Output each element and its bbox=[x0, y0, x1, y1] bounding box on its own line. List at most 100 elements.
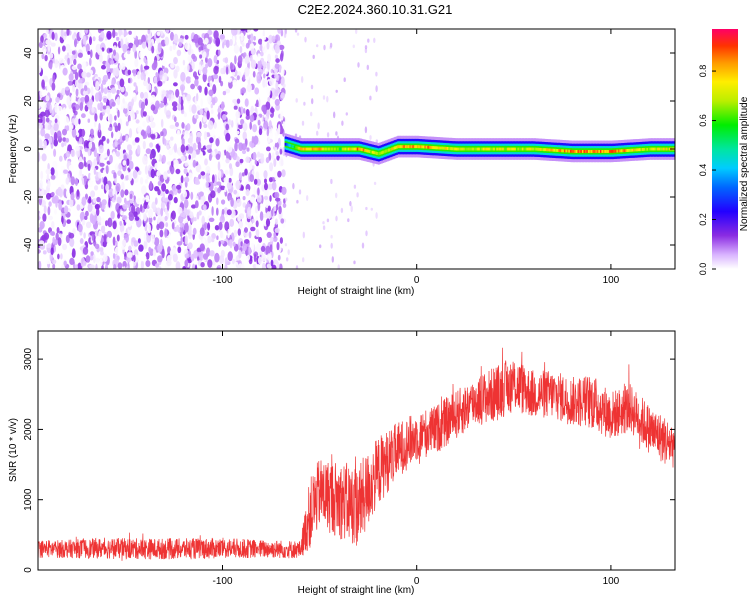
heatmap-cell bbox=[101, 184, 104, 190]
heatmap-cell bbox=[156, 31, 161, 37]
heatmap-cell bbox=[427, 145, 430, 149]
heatmap-cell bbox=[164, 164, 170, 171]
heatmap-cell bbox=[53, 148, 57, 157]
heatmap-cell bbox=[61, 142, 65, 148]
heatmap-cell bbox=[234, 130, 240, 135]
heatmap-cell bbox=[70, 176, 76, 186]
heatmap-cell bbox=[242, 74, 246, 81]
heatmap-cell bbox=[134, 58, 139, 68]
heatmap-cell bbox=[322, 221, 325, 225]
heatmap-cell bbox=[311, 147, 314, 151]
heatmap-cell bbox=[409, 145, 412, 149]
heatmap-cell bbox=[238, 249, 242, 259]
heatmap-cell bbox=[241, 172, 245, 177]
heatmap-cell bbox=[193, 217, 197, 222]
heatmap-cell bbox=[100, 217, 105, 227]
heatmap-cell bbox=[41, 79, 45, 89]
heatmap-cell bbox=[199, 54, 203, 59]
heatmap-cell bbox=[241, 149, 247, 155]
heatmap-cell bbox=[189, 132, 194, 142]
heatmap-cell bbox=[168, 89, 172, 95]
heatmap-cell bbox=[120, 189, 125, 198]
heatmap-cell bbox=[302, 231, 305, 239]
heatmap-cell bbox=[212, 74, 219, 80]
heatmap-cell bbox=[62, 67, 68, 76]
heatmap-cell bbox=[222, 114, 227, 121]
heatmap-cell bbox=[71, 50, 76, 55]
heatmap-cell bbox=[187, 159, 192, 169]
heatmap-cell bbox=[284, 243, 288, 247]
heatmap-cell bbox=[267, 205, 271, 212]
heatmap-cell bbox=[220, 185, 226, 191]
heatmap-cell bbox=[265, 157, 270, 164]
x-tick-label: 0 bbox=[414, 275, 420, 286]
heatmap-cell bbox=[210, 109, 214, 115]
heatmap-cell bbox=[226, 150, 230, 161]
heatmap-cell bbox=[90, 86, 94, 97]
heatmap-cell bbox=[38, 227, 43, 233]
heatmap-cell bbox=[375, 212, 378, 219]
heatmap-cell bbox=[273, 206, 277, 212]
heatmap-cell bbox=[533, 147, 536, 151]
heatmap-cell bbox=[431, 146, 434, 149]
heatmap-cell bbox=[90, 251, 94, 256]
heatmap-cell bbox=[256, 75, 262, 84]
heatmap-cell bbox=[176, 49, 182, 57]
heatmap-cell bbox=[509, 147, 512, 151]
heatmap-cell bbox=[172, 43, 176, 51]
heatmap-cell bbox=[264, 78, 268, 88]
heatmap-cell bbox=[166, 259, 172, 267]
heatmap-cell bbox=[275, 58, 280, 63]
heatmap-cell bbox=[62, 45, 66, 52]
heatmap-cell bbox=[134, 216, 140, 221]
heatmap-cell bbox=[369, 135, 372, 140]
heatmap-cell bbox=[108, 197, 111, 208]
heatmap-cell bbox=[94, 113, 98, 122]
heatmap-cell bbox=[168, 93, 172, 102]
heatmap-cell bbox=[433, 146, 436, 150]
heatmap-cell bbox=[545, 148, 548, 152]
heatmap-cell bbox=[49, 52, 54, 59]
heatmap-cell bbox=[85, 193, 88, 200]
heatmap-cell bbox=[530, 147, 533, 151]
heatmap-cell bbox=[269, 237, 274, 242]
heatmap-cell bbox=[287, 249, 290, 256]
heatmap-cell bbox=[286, 143, 289, 147]
heatmap-cell bbox=[218, 170, 222, 179]
heatmap-cell bbox=[46, 82, 50, 92]
heatmap-cell bbox=[542, 148, 545, 152]
heatmap-cell bbox=[373, 181, 377, 185]
heatmap-cell bbox=[210, 190, 216, 199]
heatmap-cell bbox=[171, 210, 176, 220]
heatmap-cell bbox=[569, 149, 572, 153]
heatmap-cell bbox=[563, 149, 566, 153]
heatmap-cell bbox=[607, 150, 610, 153]
heatmap-cell bbox=[287, 143, 290, 147]
heatmap-cell bbox=[566, 149, 569, 153]
heatmap-cell bbox=[238, 221, 244, 229]
heatmap-cell bbox=[111, 101, 116, 107]
heatmap-cell bbox=[119, 78, 125, 88]
heatmap-cell bbox=[157, 180, 162, 186]
heatmap-cell bbox=[79, 238, 84, 244]
heatmap-cell bbox=[412, 145, 415, 149]
heatmap-cell bbox=[95, 257, 100, 263]
heatmap-cell bbox=[238, 123, 243, 129]
heatmap-cell bbox=[99, 154, 105, 164]
heatmap-cell bbox=[232, 79, 238, 87]
heatmap-cell bbox=[143, 57, 147, 63]
heatmap-cell bbox=[617, 149, 620, 153]
y-tick-label: 0 bbox=[23, 146, 34, 152]
heatmap-cell bbox=[523, 147, 526, 151]
heatmap-cell bbox=[584, 150, 587, 153]
heatmap-cell bbox=[45, 117, 50, 123]
heatmap-cell bbox=[346, 147, 349, 151]
heatmap-cell bbox=[317, 147, 320, 151]
heatmap-cell bbox=[258, 236, 263, 243]
heatmap-cell bbox=[249, 196, 256, 203]
heatmap-cell bbox=[149, 153, 153, 160]
heatmap-cell bbox=[38, 118, 43, 123]
heatmap-cell bbox=[184, 259, 189, 268]
heatmap-cell bbox=[524, 147, 527, 151]
heatmap-cell bbox=[202, 51, 207, 58]
